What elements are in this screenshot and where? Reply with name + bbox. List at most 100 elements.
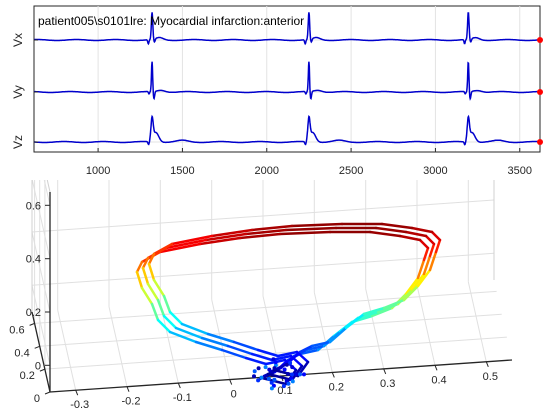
- loop-point: [290, 372, 294, 377]
- loop-segment: [304, 344, 326, 352]
- loop-segment: [194, 340, 224, 352]
- top-x-ticks: 1000 1500 2000 2500 3000 3500: [34, 39, 532, 177]
- loop-segment: [416, 258, 426, 280]
- loop-segment: [170, 234, 214, 246]
- loop-segment: [344, 312, 366, 330]
- loop-segment: [298, 348, 320, 356]
- 3d-loop-trace: [135, 222, 442, 391]
- x-tick-label: 2500: [339, 165, 363, 177]
- loop-segment: [370, 306, 394, 318]
- x-tick: [485, 361, 489, 367]
- y-tick: [44, 391, 51, 395]
- loop-segment: [158, 242, 202, 254]
- loop-point: [286, 372, 290, 376]
- loop-segment: [424, 234, 436, 246]
- x-tick: [331, 372, 335, 378]
- back-wall-gridline: [31, 199, 495, 233]
- chart-title: patient005\s0101lre: Myocardial infarcti…: [38, 14, 304, 28]
- y-tick: [34, 345, 40, 349]
- loop-segment: [135, 270, 144, 290]
- loop-segment: [272, 368, 300, 378]
- loop-point: [256, 366, 261, 371]
- floor-gridline: [108, 306, 128, 387]
- loop-point: [272, 377, 277, 382]
- x-tick: [126, 386, 130, 392]
- y-tick-label: 0.4: [14, 347, 29, 359]
- loop-segment: [276, 350, 299, 358]
- x-tick-label: 1000: [86, 165, 110, 177]
- loop-point: [269, 386, 274, 391]
- x-tick-label: 0: [231, 389, 237, 401]
- loop-segment: [268, 362, 289, 374]
- loop-segment: [232, 340, 260, 352]
- ecg-time-series-chart: 1000 1500 2000 2500 3000 3500 Vx Vy Vz patient0…: [11, 5, 543, 177]
- loop-segment: [422, 246, 430, 262]
- loop-segment: [220, 348, 248, 360]
- loop-point: [266, 376, 271, 381]
- loop-segment: [168, 330, 198, 344]
- loop-segment: [244, 228, 288, 236]
- loop-segment: [290, 222, 344, 228]
- y-tick: [39, 368, 46, 372]
- loop-segment: [374, 226, 408, 234]
- loop-segment: [256, 348, 280, 358]
- loop-segment: [250, 224, 294, 232]
- y-axis-line: [31, 311, 51, 393]
- y-tick-label: 0.2: [20, 370, 35, 382]
- loop-segment: [140, 286, 154, 306]
- 3d-tick-labels: -0.3 -0.2 -0.1 0 0.1 0.2 0.3 0.4 0.500.20.40.600…: [9, 200, 498, 411]
- x-tick-label: 3000: [423, 165, 447, 177]
- y-tick-label: 0: [34, 393, 40, 405]
- x-tick-label: -0.1: [173, 392, 192, 404]
- floor-gridline: [34, 290, 497, 324]
- loop-segment: [266, 372, 294, 382]
- loop-segment: [382, 298, 406, 310]
- loop-point: [267, 367, 272, 372]
- loop-segment: [428, 242, 436, 258]
- loop-segment: [250, 352, 274, 362]
- loop-point: [284, 362, 289, 367]
- loop-segment: [152, 242, 174, 256]
- y-tick: [29, 322, 35, 326]
- series-line-vy: [34, 61, 540, 101]
- loop-segment: [180, 322, 210, 336]
- loop-segment: [135, 260, 144, 274]
- x-tick-label: -0.3: [70, 399, 89, 411]
- loop-segment: [150, 302, 160, 322]
- loop-segment: [428, 250, 438, 272]
- floor-gridline: [467, 281, 487, 362]
- loop-point: [271, 357, 276, 362]
- z-tick-label: 0: [35, 360, 41, 372]
- loop-point: [298, 372, 302, 377]
- series-label-vx: Vx: [11, 33, 25, 47]
- loop-segment: [168, 310, 184, 326]
- loop-point: [252, 369, 257, 374]
- loop-segment: [164, 238, 208, 250]
- series-label-vz: Vz: [11, 135, 25, 149]
- top-y-labels: Vx Vy Vz: [11, 33, 25, 149]
- loop-segment: [156, 298, 166, 318]
- loop-segment: [434, 238, 442, 254]
- loop-point: [282, 367, 287, 372]
- loop-segment: [310, 340, 332, 348]
- loop-segment: [238, 232, 282, 240]
- floor-gridline: [44, 336, 507, 370]
- loop-segment: [430, 230, 442, 242]
- x-tick-label: 3500: [508, 165, 532, 177]
- loop-segment: [418, 238, 430, 250]
- series-line-vz: [34, 114, 540, 146]
- x-tick-label: 0.2: [329, 381, 344, 393]
- series-end-marker-vz: [537, 139, 543, 145]
- loop-segment: [398, 234, 422, 242]
- loop-point: [286, 381, 291, 386]
- series-end-marker-vy: [537, 89, 543, 95]
- loop-segment: [152, 278, 166, 298]
- x-tick: [75, 390, 79, 396]
- loop-point: [288, 360, 293, 365]
- ecg-traces: [34, 12, 543, 146]
- loop-point: [256, 378, 261, 383]
- floor-gridline: [365, 288, 385, 370]
- loop-segment: [226, 344, 254, 356]
- loop-segment: [368, 230, 402, 238]
- loop-point: [259, 375, 264, 380]
